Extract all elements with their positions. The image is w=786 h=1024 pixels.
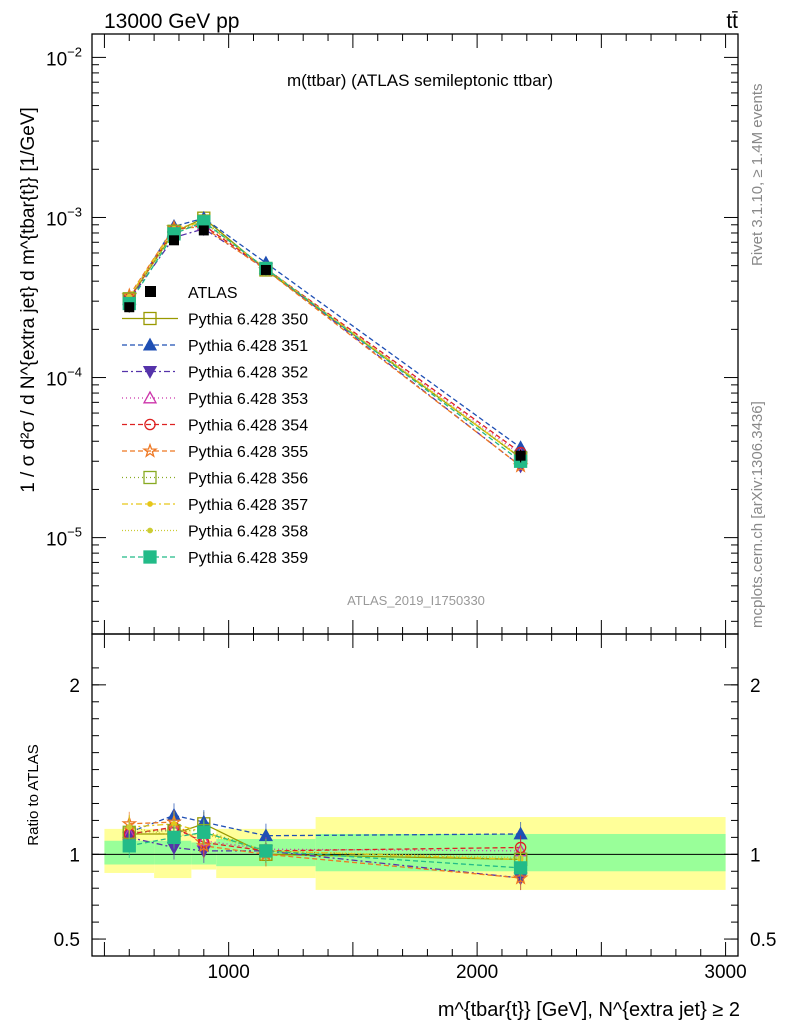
atlas-data-points (124, 225, 526, 463)
rivet-version-label: Rivet 3.1.10, ≥ 1.4M events (749, 84, 766, 267)
data-point-1 (168, 235, 179, 246)
x-tick-label-0: 1000 (208, 962, 250, 983)
legend-label-4: Pythia 6.428 354 (188, 418, 308, 435)
ratio-y-tick-label-right-1: 1 (750, 845, 761, 866)
legend-label-2: Pythia 6.428 352 (188, 365, 308, 382)
analysis-tag: ATLAS_2019_I1750330 (347, 593, 485, 608)
ratio-marker-5-4 (512, 869, 529, 885)
legend-marker-atlas (145, 286, 156, 297)
main-series-line-8 (128, 221, 521, 458)
legend-marker-7 (147, 501, 153, 507)
main-y-tick-label-3: 10−2 (46, 44, 82, 70)
ratio-marker-5-2 (195, 837, 212, 853)
ratio-y-tick-label-right-0: 0.5 (750, 930, 776, 951)
ratio-marker-9-0 (122, 839, 136, 853)
axes-frames (91, 33, 739, 957)
legend-label-8: Pythia 6.428 358 (188, 524, 308, 541)
legend-marker-9 (143, 550, 157, 564)
ratio-y-tick-label-2: 2 (69, 676, 80, 697)
data-point-2 (198, 225, 209, 236)
x-tick-label-2: 3000 (704, 962, 746, 983)
legend-marker-6 (143, 470, 157, 485)
ratio-y-tick-label-0: 0.5 (54, 930, 80, 951)
main-plot-frame (91, 33, 739, 635)
legend-label-7: Pythia 6.428 357 (188, 497, 308, 514)
legend: ATLAS Pythia 6.428 350 Pythia 6.428 351 Pyt… (122, 285, 308, 567)
data-point-3 (260, 264, 271, 275)
legend-label-atlas: ATLAS (188, 285, 238, 302)
main-y-axis-label: 1 / σ d²σ / d N^{extra jet} d m^{tbar{t}… (18, 107, 39, 493)
x-tick-label-1: 2000 (456, 962, 498, 983)
legend-marker-2 (142, 366, 158, 379)
ratio-marker-8-0 (126, 824, 133, 831)
ratio-series-line-1 (129, 814, 521, 837)
legend-label-9: Pythia 6.428 359 (188, 550, 308, 567)
energy-label: 13000 GeV pp (104, 10, 239, 33)
ratio-marker-9-2 (197, 825, 211, 839)
ratio-y-axis-label: Ratio to ATLAS (25, 744, 42, 845)
main-series-line-1 (128, 217, 521, 449)
legend-marker-3 (142, 390, 158, 404)
ratio-marker-9-4 (513, 861, 528, 875)
process-label: tt̄ (726, 10, 738, 33)
mcplots-label: mcplots.cern.ch [arXiv:1306.3436] (749, 401, 766, 628)
x-axis-label: m^{tbar{t}} [GeV], N^{extra jet} ≥ 2 (438, 999, 740, 1021)
legend-label-5: Pythia 6.428 355 (188, 444, 308, 461)
ratio-series-line-4 (129, 826, 521, 852)
main-y-tick-label-1: 10−4 (46, 365, 82, 391)
legend-marker-4 (144, 418, 156, 431)
data-point-0 (124, 302, 135, 313)
legend-marker-0 (143, 311, 157, 326)
legend-label-6: Pythia 6.428 356 (188, 471, 308, 488)
main-series-line-7 (128, 221, 521, 459)
data-point-4 (515, 450, 526, 461)
legend-label-1: Pythia 6.428 351 (188, 338, 308, 355)
ratio-plot-frame (91, 633, 739, 957)
legend-label-3: Pythia 6.428 353 (188, 391, 308, 408)
ratio-y-tick-label-right-2: 2 (750, 676, 761, 697)
legend-label-0: Pythia 6.428 350 (188, 312, 308, 329)
chart-title: m(ttbar) (ATLAS semileptonic ttbar) (287, 71, 553, 90)
main-y-tick-label-0: 10−5 (46, 525, 82, 551)
ratio-marker-9-1 (167, 830, 181, 845)
main-y-tick-label-2: 10−3 (46, 204, 82, 230)
legend-marker-1 (142, 337, 158, 351)
legend-marker-8 (147, 527, 153, 534)
ratio-y-tick-label-1: 1 (69, 845, 80, 866)
ratio-series-markers (121, 803, 529, 891)
ratio-marker-9-3 (259, 844, 273, 858)
main-series-markers (121, 210, 529, 474)
legend-marker-5 (142, 442, 158, 458)
